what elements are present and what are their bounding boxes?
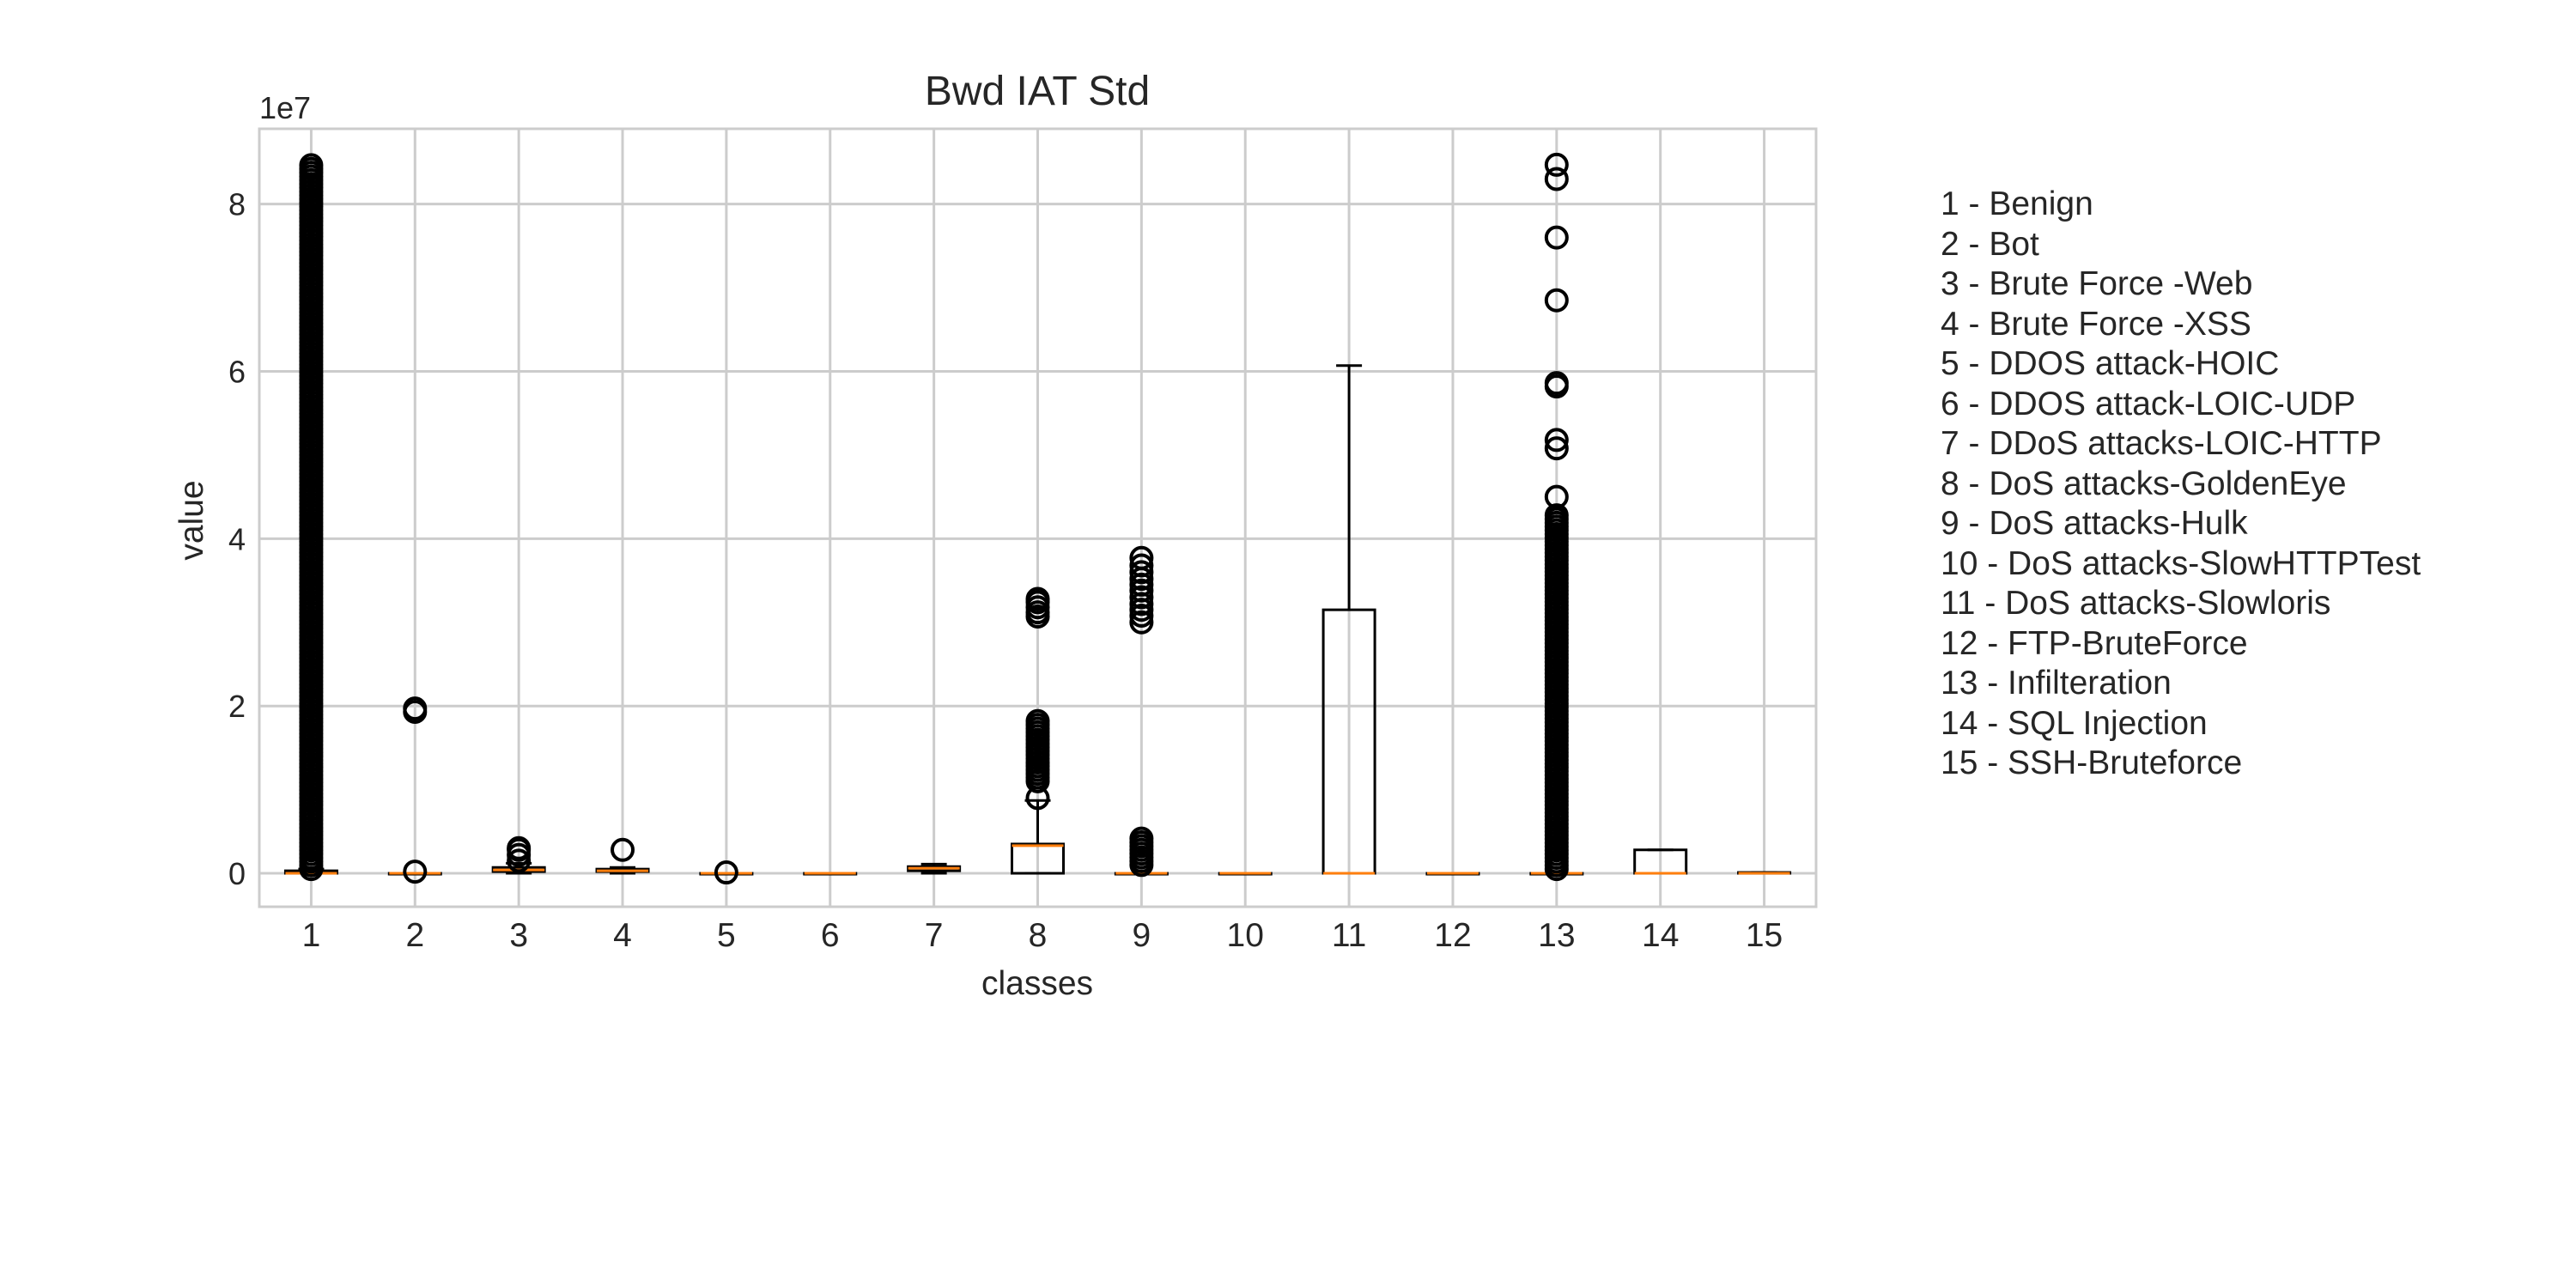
legend-entry: 14 - SQL Injection xyxy=(1941,704,2208,742)
outlier-point xyxy=(1025,786,1050,811)
x-tick-label: 15 xyxy=(1746,917,1783,954)
x-tick-label: 8 xyxy=(1029,917,1048,954)
outlier-point xyxy=(1544,225,1569,250)
outlier-point xyxy=(714,860,738,885)
outlier-point xyxy=(1544,436,1569,461)
x-tick-label: 12 xyxy=(1434,917,1471,954)
box-class-10 xyxy=(1218,872,1273,876)
box-class-8 xyxy=(1011,586,1065,875)
outlier-point xyxy=(1129,560,1154,585)
y-tick-label: 8 xyxy=(228,187,246,222)
box-class-11 xyxy=(1321,364,1376,875)
outlier-point xyxy=(1544,484,1569,509)
legend-entry: 8 - DoS attacks-GoldenEye xyxy=(1941,465,2347,502)
chart-title: Bwd IAT Std xyxy=(925,69,1150,114)
x-axis-label: classes xyxy=(981,965,1093,1002)
x-tick-label: 13 xyxy=(1538,917,1575,954)
outlier-point xyxy=(403,696,428,721)
box-class-14 xyxy=(1633,848,1688,875)
outlier-point xyxy=(1129,585,1154,610)
outlier-point xyxy=(1544,152,1569,177)
legend-entry: 15 - SSH-Bruteforce xyxy=(1941,744,2243,781)
box-class-2 xyxy=(387,696,442,884)
class-legend: 1 - Benign 2 - Bot 3 - Brute Force -Web 4 -… xyxy=(1941,185,2421,784)
y-tick-label: 6 xyxy=(228,355,246,390)
box-class-5 xyxy=(699,860,754,885)
box-class-15 xyxy=(1737,871,1792,875)
legend-entry: 2 - Bot xyxy=(1941,225,2039,263)
legend-entry: 4 - Brute Force -XSS xyxy=(1941,305,2251,343)
x-tick-label: 3 xyxy=(509,917,528,954)
box-class-12 xyxy=(1425,872,1480,876)
outlier-point xyxy=(1129,826,1154,851)
outlier-point xyxy=(507,835,532,860)
outlier-point xyxy=(1129,545,1154,570)
y-tick-label: 2 xyxy=(228,689,246,724)
outlier-point xyxy=(1544,428,1569,453)
x-tick-label: 2 xyxy=(405,917,424,954)
box-class-13 xyxy=(1529,152,1584,882)
outlier-point xyxy=(1129,610,1154,635)
outlier-point xyxy=(1129,553,1154,578)
outlier-point xyxy=(1544,167,1569,191)
x-tick-label: 1 xyxy=(302,917,321,954)
legend-entry: 13 - Infilteration xyxy=(1941,665,2172,702)
outlier-point xyxy=(299,153,324,178)
legend-entry: 11 - DoS attacks-Slowloris xyxy=(1941,585,2331,622)
outlier-point xyxy=(1544,288,1569,313)
x-tick-label: 14 xyxy=(1642,917,1679,954)
box-class-1 xyxy=(283,153,338,882)
legend-entry: 1 - Benign xyxy=(1941,185,2093,222)
x-tick-label: 5 xyxy=(717,917,736,954)
legend-entry: 7 - DDoS attacks-LOIC-HTTP xyxy=(1941,425,2382,462)
box-iqr xyxy=(1011,842,1065,875)
y-axis-label: value xyxy=(173,480,210,560)
legend-entry: 6 - DDOS attack-LOIC-UDP xyxy=(1941,385,2356,422)
box-class-4 xyxy=(595,837,650,875)
y-tick-label: 4 xyxy=(228,521,246,556)
box-series xyxy=(283,152,1792,885)
outlier-point xyxy=(1544,371,1569,396)
y-axis-offset-label: 1e7 xyxy=(259,90,311,125)
outlier-point xyxy=(611,837,635,862)
x-tick-label: 4 xyxy=(613,917,632,954)
legend-entry: 3 - Brute Force -Web xyxy=(1941,265,2253,302)
x-tick-label: 11 xyxy=(1332,917,1367,954)
legend-entry: 5 - DDOS attack-HOIC xyxy=(1941,345,2280,382)
x-tick-label: 7 xyxy=(925,917,944,954)
x-tick-label: 9 xyxy=(1133,917,1151,954)
box-class-7 xyxy=(907,862,962,875)
outlier-point xyxy=(1025,586,1050,611)
outlier-point xyxy=(403,860,428,884)
box-class-3 xyxy=(491,835,546,875)
outlier-point xyxy=(1025,708,1050,733)
y-tick-label: 0 xyxy=(228,856,246,891)
outlier-point xyxy=(1544,503,1569,528)
legend-entry: 12 - FTP-BruteForce xyxy=(1941,624,2248,662)
x-tick-label: 6 xyxy=(821,917,840,954)
x-tick-label: 10 xyxy=(1227,917,1264,954)
legend-entry: 10 - DoS attacks-SlowHTTPTest xyxy=(1941,544,2421,582)
box-class-6 xyxy=(803,872,858,876)
legend-entry: 9 - DoS attacks-Hulk xyxy=(1941,505,2248,542)
box-class-9 xyxy=(1114,545,1169,878)
